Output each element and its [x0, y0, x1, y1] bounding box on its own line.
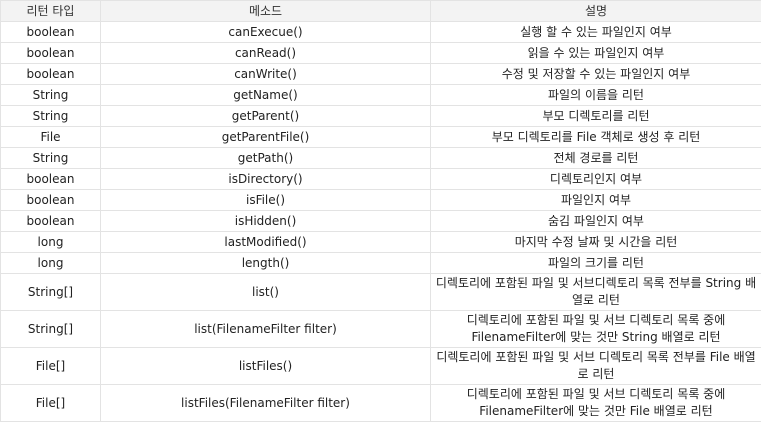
return-type-cell: File — [1, 127, 101, 148]
method-cell: canWrite() — [101, 64, 431, 85]
table-row: boolean canExecue() 실행 할 수 있는 파일인지 여부 — [1, 22, 761, 43]
method-cell: isDirectory() — [101, 169, 431, 190]
return-type-cell: boolean — [1, 169, 101, 190]
return-type-cell: boolean — [1, 211, 101, 232]
method-cell: list() — [101, 274, 431, 311]
method-cell: getPath() — [101, 148, 431, 169]
table-row: File[] listFiles(FilenameFilter filter) … — [1, 385, 761, 422]
description-cell: 숨김 파일인지 여부 — [431, 211, 761, 232]
return-type-cell: File[] — [1, 385, 101, 422]
return-type-cell: long — [1, 253, 101, 274]
method-cell: listFiles(FilenameFilter filter) — [101, 385, 431, 422]
method-cell: getName() — [101, 85, 431, 106]
table-row: String getParent() 부모 디렉토리를 리턴 — [1, 106, 761, 127]
description-cell: 파일의 크기를 리턴 — [431, 253, 761, 274]
return-type-cell: String[] — [1, 274, 101, 311]
header-description: 설명 — [431, 1, 761, 22]
description-cell: 전체 경로를 리턴 — [431, 148, 761, 169]
method-cell: canExecue() — [101, 22, 431, 43]
method-cell: length() — [101, 253, 431, 274]
table-row: boolean isHidden() 숨김 파일인지 여부 — [1, 211, 761, 232]
description-cell: 파일인지 여부 — [431, 190, 761, 211]
table-row: File[] listFiles() 디렉토리에 포함된 파일 및 서브 디렉토… — [1, 348, 761, 385]
description-cell: 디렉토리인지 여부 — [431, 169, 761, 190]
method-cell: getParentFile() — [101, 127, 431, 148]
return-type-cell: String[] — [1, 311, 101, 348]
table-row: String getPath() 전체 경로를 리턴 — [1, 148, 761, 169]
return-type-cell: boolean — [1, 22, 101, 43]
table-row: String[] list() 디렉토리에 포함된 파일 및 서브디렉토리 목록… — [1, 274, 761, 311]
table-row: long length() 파일의 크기를 리턴 — [1, 253, 761, 274]
description-cell: 수정 및 저장할 수 있는 파일인지 여부 — [431, 64, 761, 85]
header-row: 리턴 타입 메소드 설명 — [1, 1, 761, 22]
return-type-cell: String — [1, 85, 101, 106]
description-cell: 실행 할 수 있는 파일인지 여부 — [431, 22, 761, 43]
return-type-cell: String — [1, 106, 101, 127]
table-row: boolean canRead() 읽을 수 있는 파일인지 여부 — [1, 43, 761, 64]
table-row: String getName() 파일의 이름을 리턴 — [1, 85, 761, 106]
description-cell: 디렉토리에 포함된 파일 및 서브디렉토리 목록 전부를 String 배열로 … — [431, 274, 761, 311]
description-cell: 부모 디렉토리를 리턴 — [431, 106, 761, 127]
method-cell: isHidden() — [101, 211, 431, 232]
header-return-type: 리턴 타입 — [1, 1, 101, 22]
description-cell: 디렉토리에 포함된 파일 및 서브 디렉토리 목록 전부를 File 배열로 리… — [431, 348, 761, 385]
description-cell: 디렉토리에 포함된 파일 및 서브 디렉토리 목록 중에 FilenameFil… — [431, 385, 761, 422]
return-type-cell: String — [1, 148, 101, 169]
return-type-cell: boolean — [1, 64, 101, 85]
table-row: String[] list(FilenameFilter filter) 디렉토… — [1, 311, 761, 348]
table-row: boolean isFile() 파일인지 여부 — [1, 190, 761, 211]
header-method: 메소드 — [101, 1, 431, 22]
method-cell: lastModified() — [101, 232, 431, 253]
method-cell: getParent() — [101, 106, 431, 127]
return-type-cell: boolean — [1, 190, 101, 211]
method-cell: listFiles() — [101, 348, 431, 385]
method-cell: list(FilenameFilter filter) — [101, 311, 431, 348]
table-row: File getParentFile() 부모 디렉토리를 File 객체로 생… — [1, 127, 761, 148]
description-cell: 파일의 이름을 리턴 — [431, 85, 761, 106]
description-cell: 마지막 수정 날짜 및 시간을 리턴 — [431, 232, 761, 253]
table-row: long lastModified() 마지막 수정 날짜 및 시간을 리턴 — [1, 232, 761, 253]
method-cell: isFile() — [101, 190, 431, 211]
table-row: boolean canWrite() 수정 및 저장할 수 있는 파일인지 여부 — [1, 64, 761, 85]
return-type-cell: boolean — [1, 43, 101, 64]
description-cell: 디렉토리에 포함된 파일 및 서브 디렉토리 목록 중에 FilenameFil… — [431, 311, 761, 348]
return-type-cell: long — [1, 232, 101, 253]
description-cell: 읽을 수 있는 파일인지 여부 — [431, 43, 761, 64]
return-type-cell: File[] — [1, 348, 101, 385]
description-cell: 부모 디렉토리를 File 객체로 생성 후 리턴 — [431, 127, 761, 148]
table-row: boolean isDirectory() 디렉토리인지 여부 — [1, 169, 761, 190]
method-cell: canRead() — [101, 43, 431, 64]
